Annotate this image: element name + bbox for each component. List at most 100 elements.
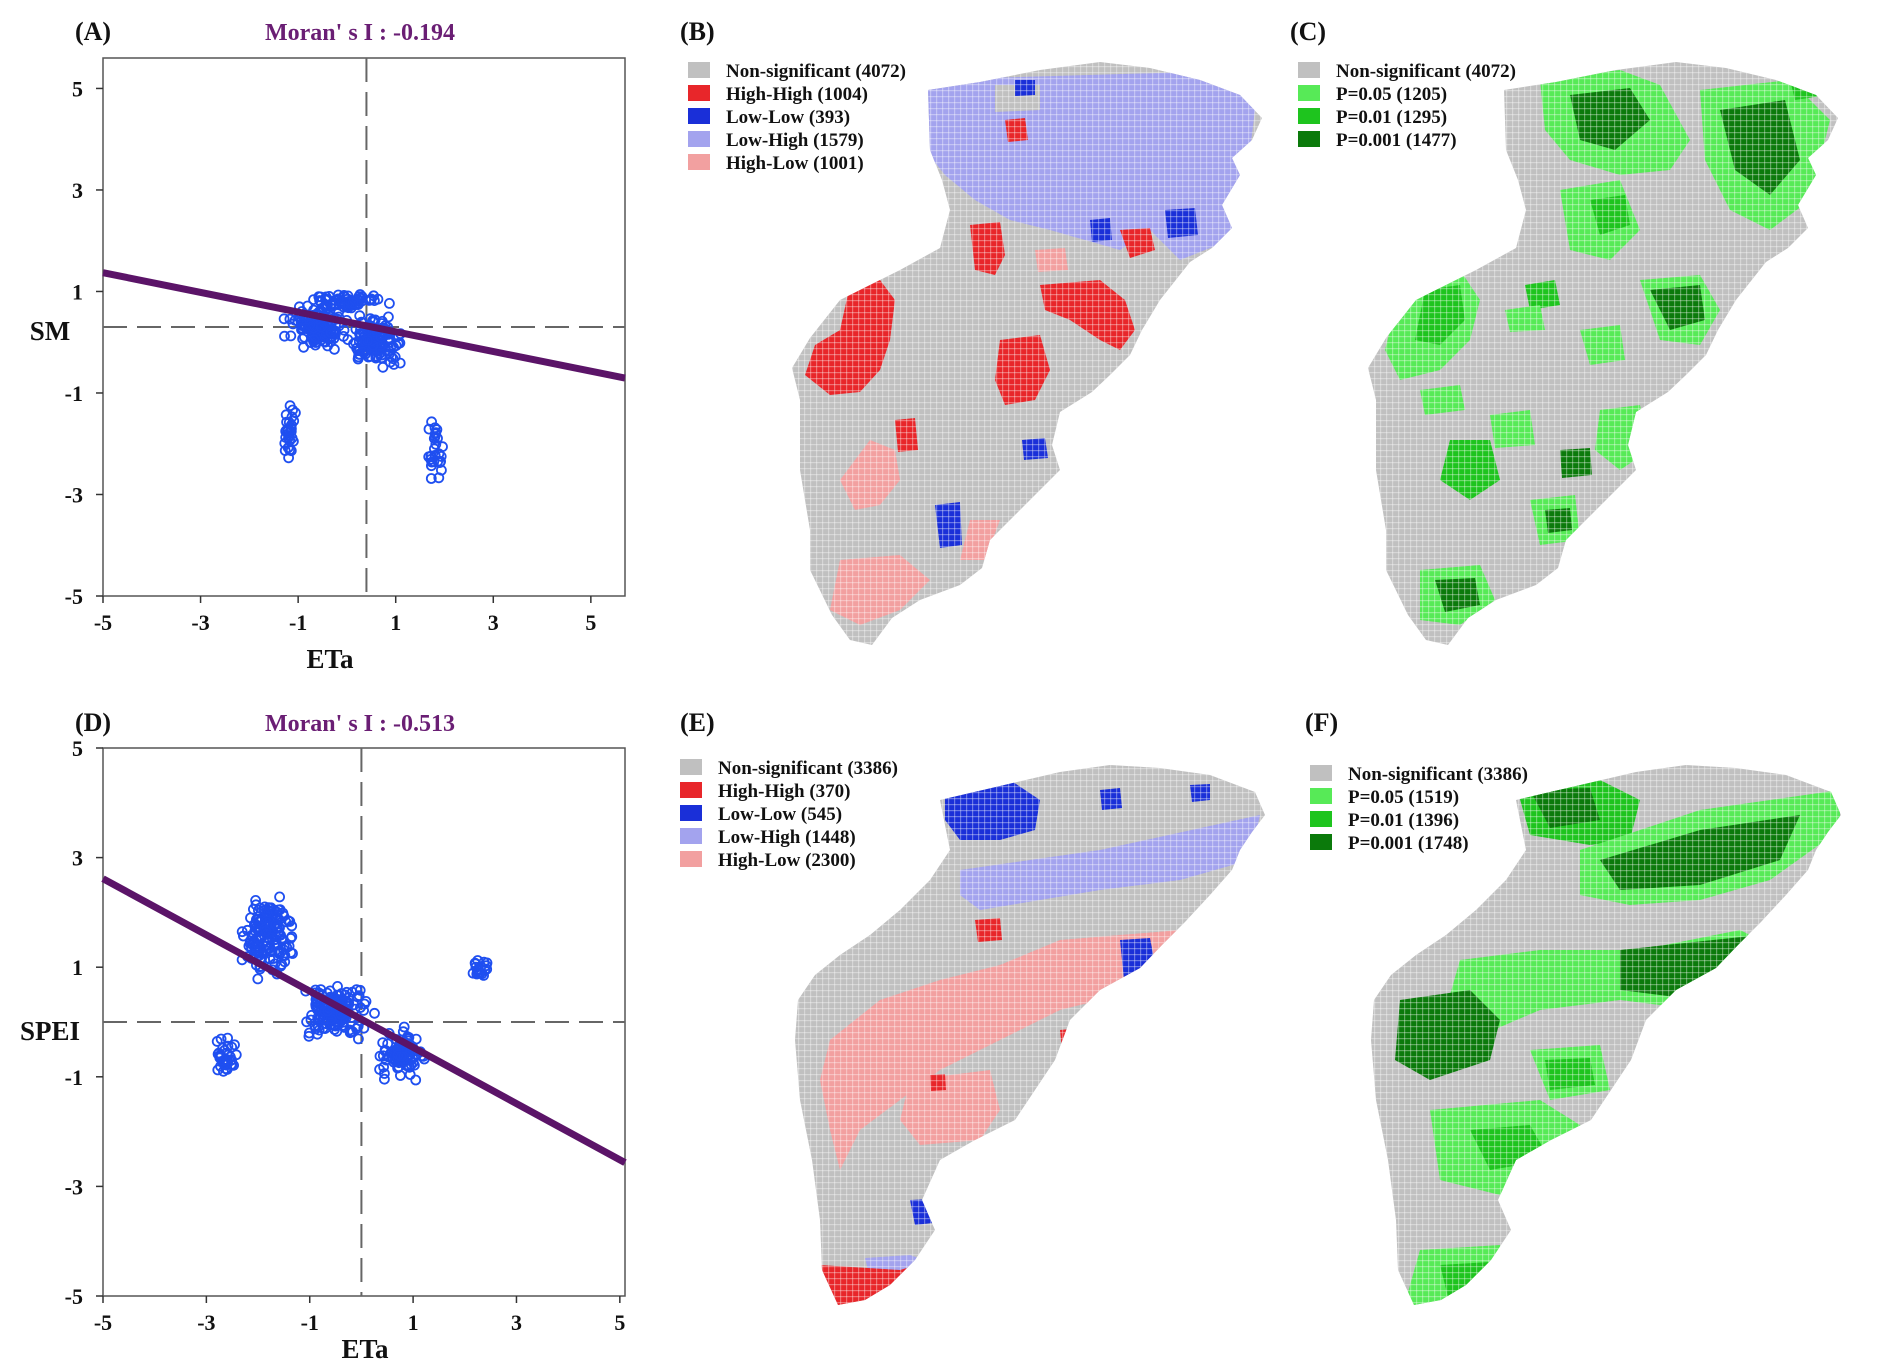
x-axis-label-a: ETa — [306, 644, 354, 674]
y-tick-label: 1 — [72, 279, 83, 304]
scatter-point — [354, 289, 366, 300]
scatter-point — [280, 916, 292, 928]
legend-swatch-p01 — [1310, 811, 1332, 827]
scatter-point — [425, 473, 437, 484]
scatter-point — [344, 1024, 356, 1036]
scatter-point — [261, 906, 273, 918]
scatter-points-d — [211, 891, 493, 1086]
x-tick-label: -5 — [94, 1310, 112, 1335]
legend-label-p01: P=0.01 (1396) — [1348, 810, 1459, 831]
scatter-point — [351, 1023, 362, 1034]
legend-swatch-p001 — [1310, 834, 1332, 850]
scatter-point — [286, 931, 298, 943]
x-tick-label: -1 — [301, 1310, 319, 1335]
x-tick-label: -1 — [289, 610, 307, 635]
y-tick-label: 5 — [72, 736, 83, 761]
scatter-point — [404, 1069, 416, 1080]
legend-label-p05: P=0.05 (1205) — [1336, 84, 1447, 105]
legend-swatch-p05 — [1310, 788, 1332, 804]
scatter-point — [375, 352, 387, 364]
x-tick-label: 5 — [585, 610, 596, 635]
scatter-point — [245, 912, 256, 924]
scatter-point — [301, 1016, 313, 1028]
scatter-point — [224, 1051, 236, 1063]
legend-swatch-lh — [680, 828, 702, 844]
scatter-point — [394, 357, 406, 369]
x-tick-label: 1 — [390, 610, 401, 635]
panel-label-a: (A) — [75, 17, 111, 46]
hh-patch — [945, 1240, 978, 1266]
legend-e: Non-significant (3386)High-High (370)Low… — [680, 758, 898, 871]
scatter-point — [435, 464, 447, 476]
significance-map-f: (F) Non-significant (3386)P=0.05 (1519)P… — [1305, 708, 1841, 1305]
legend-swatch-ns — [688, 62, 710, 78]
legend-label-p05: P=0.05 (1519) — [1348, 787, 1459, 808]
scatter-point — [392, 1045, 404, 1056]
y-tick-label: -1 — [65, 1065, 83, 1090]
legend-swatch-p001 — [1298, 131, 1320, 147]
scatter-point — [398, 1021, 410, 1033]
scatter-point — [320, 291, 332, 303]
scatter-point — [429, 449, 441, 461]
scatter-point — [338, 301, 350, 313]
legend-label-p001: P=0.001 (1477) — [1336, 130, 1457, 151]
axis-ticks-a: -5 -3 -1 1 3 5 5 3 1 -1 -3 -5 — [65, 76, 597, 635]
scatter-point — [268, 908, 280, 920]
panel-label-d: (D) — [75, 708, 111, 737]
scatter-point — [379, 1045, 391, 1057]
scatter-point — [256, 915, 267, 927]
legend-swatch-ll — [680, 805, 702, 821]
scatter-point — [395, 1051, 407, 1062]
x-tick-label: 3 — [488, 610, 499, 635]
legend-swatch-hh — [688, 85, 710, 101]
lisa-cluster-map-b: (B) Non-significant (4072)High-High (100… — [680, 17, 1262, 645]
legend-swatch-p05 — [1298, 85, 1320, 101]
y-tick-label: -1 — [65, 381, 83, 406]
legend-label-ns: Non-significant (4072) — [1336, 61, 1516, 82]
scatter-point — [279, 445, 291, 457]
moran-title-d: Moran' s I : -0.513 — [265, 711, 455, 737]
scatter-point — [410, 1074, 422, 1086]
scatter-point — [267, 953, 279, 964]
legend-label-hh: High-High (370) — [718, 781, 850, 802]
scatter-point — [430, 427, 442, 439]
scatter-panel-d: (D) Moran' s I : -0.513 -5 -3 -1 1 3 5 5 3 1 -1 -3… — [20, 708, 627, 1364]
x-tick-label: -5 — [94, 610, 112, 635]
scatter-point — [328, 298, 340, 310]
legend-label-p001: P=0.001 (1748) — [1348, 833, 1469, 854]
x-tick-label: -3 — [191, 610, 209, 635]
scatter-point — [285, 330, 297, 342]
scatter-point — [365, 293, 377, 305]
scatter-point — [325, 326, 337, 338]
legend-swatch-hh — [680, 782, 702, 798]
legend-label-ns: Non-significant (4072) — [726, 61, 906, 82]
y-axis-label-a: SM — [30, 316, 71, 346]
x-axis-label-d: ETa — [341, 1334, 389, 1364]
significance-map-c: (C) Non-sig — [1290, 17, 1838, 645]
x-tick-label: 5 — [614, 1310, 625, 1335]
legend-label-lh: Low-High (1579) — [726, 130, 864, 151]
scatter-point — [388, 341, 399, 353]
scatter-point — [289, 407, 301, 419]
legend-swatch-ns — [1298, 62, 1320, 78]
scatter-point — [236, 926, 248, 938]
fit-line — [101, 875, 627, 1166]
scatter-point — [252, 973, 264, 985]
scatter-point — [314, 291, 326, 303]
scatter-point — [375, 331, 387, 343]
scatter-point — [362, 335, 373, 346]
scatter-point — [378, 1061, 390, 1073]
scatter-point — [476, 968, 488, 980]
scatter-point — [435, 450, 447, 462]
legend-swatch-p01 — [1298, 108, 1320, 124]
scatter-point — [428, 456, 440, 468]
ll-patch — [1010, 1138, 1042, 1162]
legend-swatch-hl — [688, 154, 710, 170]
panel-label-e: (E) — [680, 708, 715, 737]
scatter-point — [286, 432, 298, 444]
legend-swatch-ns — [680, 759, 702, 775]
scatter-point — [383, 297, 395, 309]
scatter-point — [279, 330, 290, 342]
legend-swatch-hl — [680, 851, 702, 867]
